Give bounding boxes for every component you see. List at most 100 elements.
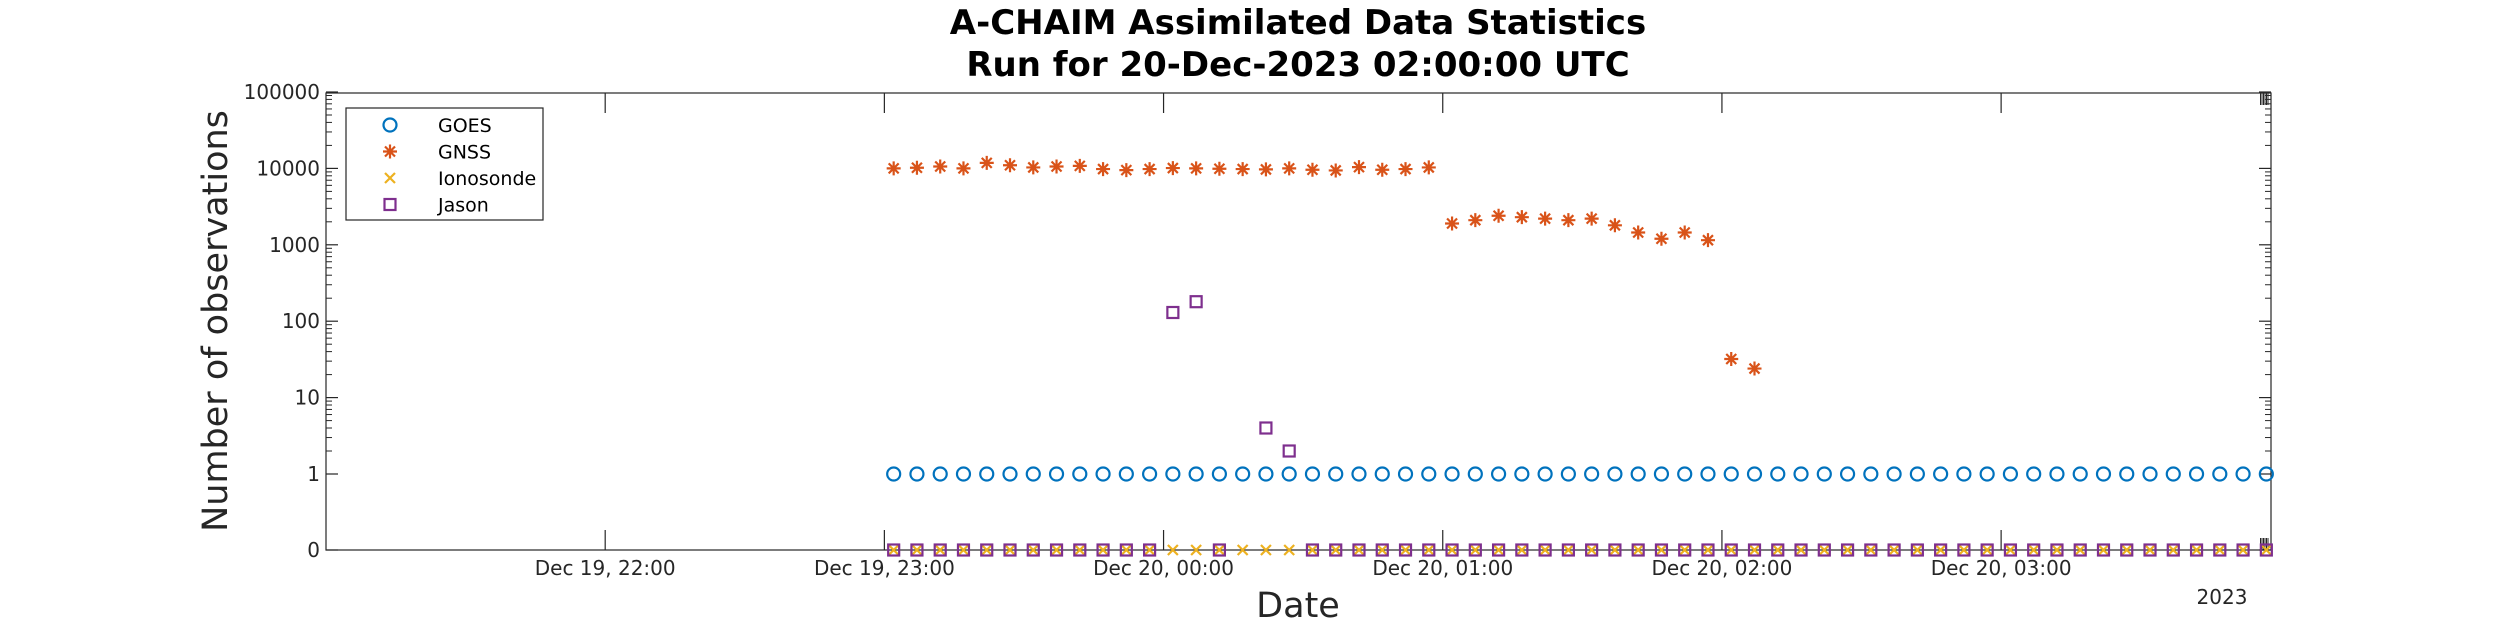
point-goes bbox=[1537, 466, 1553, 482]
point-ionosonde bbox=[1329, 544, 1342, 556]
point-jason bbox=[2050, 543, 2064, 557]
point-goes bbox=[1909, 466, 1925, 482]
point-goes bbox=[1653, 466, 1670, 482]
x-tick-label: Dec 20, 03:00 bbox=[1931, 556, 2072, 580]
point-jason bbox=[2143, 543, 2157, 557]
point-goes bbox=[1746, 466, 1763, 482]
point-goes bbox=[1142, 466, 1158, 482]
point-goes bbox=[1863, 466, 1879, 482]
point-ionosonde bbox=[2027, 544, 2040, 556]
point-ionosonde bbox=[1120, 544, 1133, 556]
point-jason bbox=[1654, 543, 1669, 557]
series-goes bbox=[886, 466, 2274, 482]
point-goes bbox=[955, 466, 972, 482]
point-jason bbox=[1143, 543, 1157, 557]
point-jason bbox=[1352, 543, 1366, 557]
point-ionosonde bbox=[1376, 544, 1389, 556]
point-jason bbox=[2027, 543, 2041, 557]
point-jason bbox=[1515, 543, 1529, 557]
point-jason bbox=[1375, 543, 1389, 557]
point-goes bbox=[979, 466, 995, 482]
series-jason bbox=[887, 295, 2273, 557]
point-ionosonde bbox=[2144, 544, 2156, 556]
point-goes bbox=[1304, 466, 1321, 482]
point-gnss bbox=[1258, 162, 1273, 177]
legend-marker-gnss bbox=[383, 144, 397, 159]
point-jason bbox=[1561, 543, 1575, 557]
point-ionosonde bbox=[1702, 544, 1714, 556]
point-gnss bbox=[1119, 163, 1134, 178]
point-gnss bbox=[1003, 158, 1018, 173]
y-axis-ticks: 0 1 10 100 1000 10000 100000 bbox=[244, 80, 2271, 562]
point-ionosonde bbox=[1632, 544, 1644, 556]
point-goes bbox=[1281, 466, 1297, 482]
point-goes bbox=[2188, 466, 2205, 482]
point-jason bbox=[2236, 543, 2250, 557]
point-ionosonde bbox=[1865, 544, 1877, 556]
point-jason bbox=[1864, 543, 1878, 557]
point-gnss bbox=[1584, 211, 1599, 226]
point-ionosonde bbox=[1306, 544, 1319, 556]
point-goes bbox=[1560, 466, 1576, 482]
point-goes bbox=[1607, 466, 1623, 482]
x-tick-label: Dec 20, 02:00 bbox=[1652, 556, 1793, 580]
point-goes bbox=[1816, 466, 1832, 482]
point-jason bbox=[1794, 543, 1808, 557]
chart-title-line-2: Run for 20-Dec-2023 02:00:00 UTC bbox=[966, 45, 1629, 85]
point-goes bbox=[1421, 466, 1437, 482]
point-gnss bbox=[1375, 162, 1390, 177]
point-ionosonde bbox=[980, 544, 993, 556]
point-ionosonde bbox=[2237, 544, 2249, 556]
point-gnss bbox=[933, 159, 948, 174]
point-jason bbox=[2213, 543, 2227, 557]
x-tick-label: Dec 20, 00:00 bbox=[1093, 556, 1234, 580]
point-gnss bbox=[1491, 208, 1506, 223]
point-goes bbox=[1514, 466, 1530, 482]
point-jason bbox=[1468, 543, 1482, 557]
point-goes bbox=[2258, 466, 2274, 482]
legend-label-ionosonde: Ionosonde bbox=[438, 168, 536, 190]
y-axis-label: Number of observations bbox=[196, 110, 236, 532]
y-tick-label: 0 bbox=[307, 538, 320, 562]
point-jason bbox=[1957, 543, 1971, 557]
point-gnss bbox=[1142, 162, 1157, 177]
y-tick-label: 1000 bbox=[269, 233, 320, 257]
y-tick-label: 10000 bbox=[256, 156, 320, 180]
point-ionosonde bbox=[1981, 544, 1993, 556]
point-gnss bbox=[1305, 162, 1320, 177]
point-goes bbox=[1025, 466, 1041, 482]
point-jason bbox=[956, 543, 971, 557]
point-goes bbox=[2235, 466, 2251, 482]
point-ionosonde bbox=[2097, 544, 2110, 556]
point-jason bbox=[980, 543, 994, 557]
point-goes bbox=[1095, 466, 1111, 482]
point-gnss bbox=[1445, 216, 1460, 231]
x-tick-label: Dec 20, 01:00 bbox=[1372, 556, 1513, 580]
point-ionosonde bbox=[1771, 544, 1784, 556]
point-ionosonde bbox=[1748, 544, 1761, 556]
point-gnss bbox=[886, 161, 901, 176]
point-jason bbox=[2259, 543, 2273, 557]
legend-marker-goes bbox=[382, 117, 398, 133]
point-jason bbox=[2166, 543, 2180, 557]
point-goes bbox=[1397, 466, 1414, 482]
point-jason bbox=[1887, 543, 1901, 557]
point-jason bbox=[1049, 543, 1064, 557]
point-ionosonde bbox=[934, 544, 946, 556]
point-jason bbox=[1119, 543, 1133, 557]
point-goes bbox=[1351, 466, 1367, 482]
point-gnss bbox=[979, 155, 994, 170]
point-jason bbox=[1701, 543, 1715, 557]
point-ionosonde bbox=[1143, 544, 1156, 556]
point-jason bbox=[2120, 543, 2134, 557]
point-gnss bbox=[1677, 225, 1692, 240]
point-ionosonde bbox=[1934, 544, 1947, 556]
point-ionosonde bbox=[1841, 544, 1854, 556]
point-goes bbox=[2049, 466, 2065, 482]
series-gnss bbox=[886, 155, 1762, 376]
point-ionosonde bbox=[1655, 544, 1668, 556]
point-ionosonde bbox=[911, 544, 923, 556]
point-gnss bbox=[1165, 161, 1180, 176]
legend-label-jason: Jason bbox=[437, 195, 489, 217]
